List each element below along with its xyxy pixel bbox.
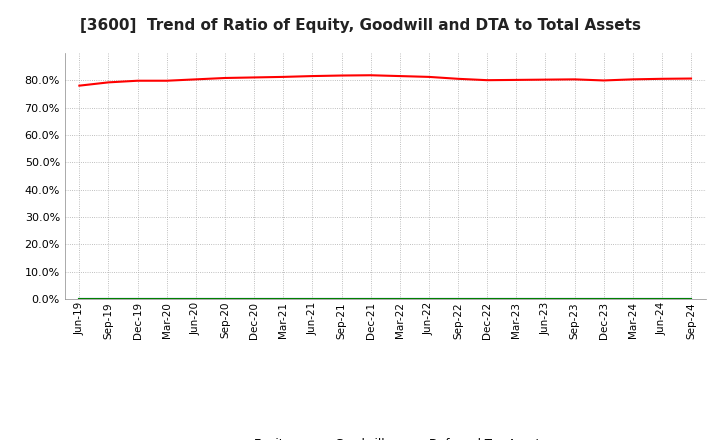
Deferred Tax Assets [425,297,433,302]
Goodwill [483,297,492,302]
Deferred Tax Assets [483,297,492,302]
Deferred Tax Assets [279,297,287,302]
Equity [366,73,375,78]
Line: Equity: Equity [79,75,691,86]
Deferred Tax Assets [337,297,346,302]
Deferred Tax Assets [220,297,229,302]
Deferred Tax Assets [104,297,113,302]
Goodwill [279,297,287,302]
Deferred Tax Assets [250,297,258,302]
Deferred Tax Assets [366,297,375,302]
Equity [133,78,142,83]
Deferred Tax Assets [687,297,696,302]
Goodwill [425,297,433,302]
Equity [279,74,287,80]
Equity [220,75,229,81]
Legend: Equity, Goodwill, Deferred Tax Assets: Equity, Goodwill, Deferred Tax Assets [220,433,551,440]
Goodwill [133,297,142,302]
Equity [250,75,258,80]
Goodwill [454,297,462,302]
Equity [687,76,696,81]
Equity [163,78,171,83]
Goodwill [570,297,579,302]
Goodwill [220,297,229,302]
Equity [337,73,346,78]
Equity [75,83,84,88]
Equity [308,73,317,79]
Deferred Tax Assets [163,297,171,302]
Deferred Tax Assets [308,297,317,302]
Equity [104,80,113,85]
Goodwill [337,297,346,302]
Goodwill [75,297,84,302]
Goodwill [366,297,375,302]
Deferred Tax Assets [133,297,142,302]
Equity [454,76,462,81]
Equity [570,77,579,82]
Deferred Tax Assets [454,297,462,302]
Equity [395,73,404,79]
Deferred Tax Assets [541,297,550,302]
Deferred Tax Assets [657,297,666,302]
Deferred Tax Assets [395,297,404,302]
Deferred Tax Assets [192,297,200,302]
Deferred Tax Assets [75,297,84,302]
Deferred Tax Assets [570,297,579,302]
Goodwill [512,297,521,302]
Goodwill [687,297,696,302]
Goodwill [657,297,666,302]
Deferred Tax Assets [629,297,637,302]
Goodwill [250,297,258,302]
Goodwill [395,297,404,302]
Equity [483,77,492,83]
Equity [599,78,608,83]
Goodwill [599,297,608,302]
Goodwill [192,297,200,302]
Goodwill [308,297,317,302]
Goodwill [163,297,171,302]
Deferred Tax Assets [599,297,608,302]
Equity [629,77,637,82]
Equity [541,77,550,82]
Equity [657,76,666,81]
Text: [3600]  Trend of Ratio of Equity, Goodwill and DTA to Total Assets: [3600] Trend of Ratio of Equity, Goodwil… [79,18,641,33]
Equity [425,74,433,80]
Goodwill [541,297,550,302]
Deferred Tax Assets [512,297,521,302]
Goodwill [629,297,637,302]
Equity [512,77,521,83]
Equity [192,77,200,82]
Goodwill [104,297,113,302]
